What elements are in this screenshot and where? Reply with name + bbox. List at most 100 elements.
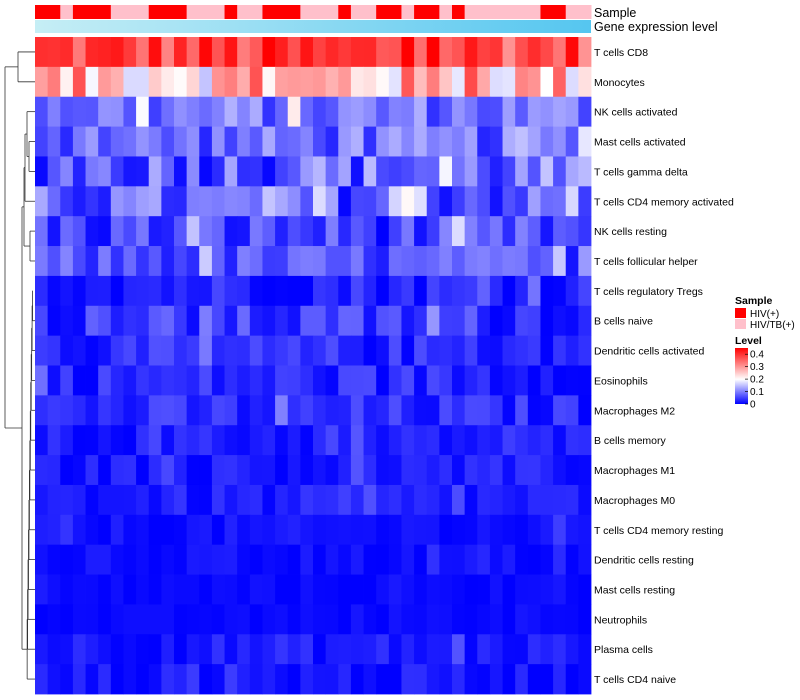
heatmap-cell (388, 604, 402, 635)
sample-annotation-cell (452, 5, 466, 19)
heatmap-cell (515, 37, 529, 68)
heatmap-cell (262, 514, 276, 546)
heatmap-cell (287, 186, 301, 217)
heatmap-cell (148, 455, 162, 486)
heatmap-cell (452, 96, 466, 127)
level-tick-label: 0.3 (750, 362, 764, 373)
heatmap-cell (186, 126, 200, 157)
heatmap-cell (148, 395, 162, 426)
heatmap-cell (388, 246, 402, 277)
heatmap-cell (338, 126, 352, 157)
heatmap-cell (426, 126, 440, 157)
heatmap-cell (515, 604, 529, 635)
row-label: B cells memory (594, 435, 667, 447)
legend: Sample HIV(+) HIV/TB(+) Level 0.40.30.20… (735, 295, 795, 411)
heatmap-cell (224, 664, 238, 695)
heatmap-cell (515, 186, 529, 217)
heatmap-cell (452, 514, 466, 546)
heatmap-cell (477, 455, 491, 486)
heatmap-cell (211, 305, 225, 337)
heatmap-cell (174, 484, 188, 516)
heatmap-cell (338, 395, 352, 426)
heatmap-cell (123, 544, 137, 575)
heatmap-cell (35, 395, 49, 426)
heatmap-cell (174, 126, 188, 157)
legend-swatch-hivtb (735, 319, 746, 329)
heatmap-cell (262, 246, 276, 277)
heatmap-cell (148, 514, 162, 546)
heatmap-cell (464, 574, 478, 605)
heatmap-cell (527, 514, 541, 546)
heatmap-cell (85, 544, 99, 575)
heatmap-cell (186, 275, 200, 307)
heatmap-cell (275, 246, 289, 277)
heatmap-cell (338, 425, 352, 456)
heatmap-cell (174, 574, 188, 605)
heatmap-cell (199, 275, 213, 307)
heatmap-cell (300, 634, 314, 665)
heatmap-cell (325, 604, 339, 635)
heatmap-cell (426, 425, 440, 456)
heatmap-cell (502, 514, 516, 546)
heatmap-cell (439, 455, 453, 486)
heatmap-cell (249, 634, 263, 665)
heatmap-cell (527, 66, 541, 98)
heatmap-cell (553, 395, 567, 426)
heatmap-cell (565, 305, 579, 337)
heatmap-cell (527, 126, 541, 157)
heatmap-cell (237, 455, 251, 486)
heatmap-cell (502, 664, 516, 695)
heatmap-cell (136, 574, 150, 605)
heatmap-cell (388, 634, 402, 665)
heatmap-cell (363, 186, 377, 217)
heatmap-cell (325, 96, 339, 127)
heatmap-cell (186, 365, 200, 396)
heatmap-cell (439, 544, 453, 575)
heatmap-cell (98, 425, 112, 456)
heatmap-cell (123, 664, 137, 695)
heatmap-cell (350, 574, 364, 605)
heatmap-cell (527, 425, 541, 456)
heatmap-cell (60, 455, 74, 486)
heatmap-cell (110, 305, 124, 337)
heatmap-cell (275, 455, 289, 486)
heatmap-cell (300, 574, 314, 605)
heatmap-cell (376, 335, 390, 366)
heatmap-cell (224, 484, 238, 516)
heatmap-cell (325, 634, 339, 665)
heatmap-cell (211, 96, 225, 127)
heatmap-cell (186, 425, 200, 456)
heatmap-cell (275, 544, 289, 575)
heatmap-cell (489, 216, 503, 247)
heatmap-cell (502, 305, 516, 337)
heatmap-cell (464, 425, 478, 456)
heatmap-cell (249, 275, 263, 307)
heatmap-cell (123, 275, 137, 307)
heatmap-cell (363, 395, 377, 426)
heatmap-cell (174, 96, 188, 127)
heatmap-cell (401, 216, 415, 247)
heatmap-cell (414, 216, 428, 247)
heatmap-cell (300, 96, 314, 127)
heatmap-cell (85, 574, 99, 605)
heatmap-cell (211, 186, 225, 217)
heatmap-cell (275, 96, 289, 127)
heatmap-cell (60, 395, 74, 426)
heatmap-cell (174, 37, 188, 68)
heatmap-cell (565, 425, 579, 456)
heatmap-cell (174, 604, 188, 635)
heatmap-cell (439, 156, 453, 187)
heatmap-cell (60, 484, 74, 516)
heatmap-cell (553, 574, 567, 605)
heatmap-cell (388, 544, 402, 575)
heatmap-cell (527, 156, 541, 187)
sample-annotation-cell (136, 5, 150, 19)
heatmap-cell (136, 335, 150, 366)
heatmap-cell (414, 66, 428, 98)
sample-annotation-cell (72, 5, 87, 19)
heatmap-cell (439, 514, 453, 546)
heatmap-cell (35, 216, 49, 247)
heatmap-cell (199, 664, 213, 695)
heatmap-cell (199, 37, 213, 68)
